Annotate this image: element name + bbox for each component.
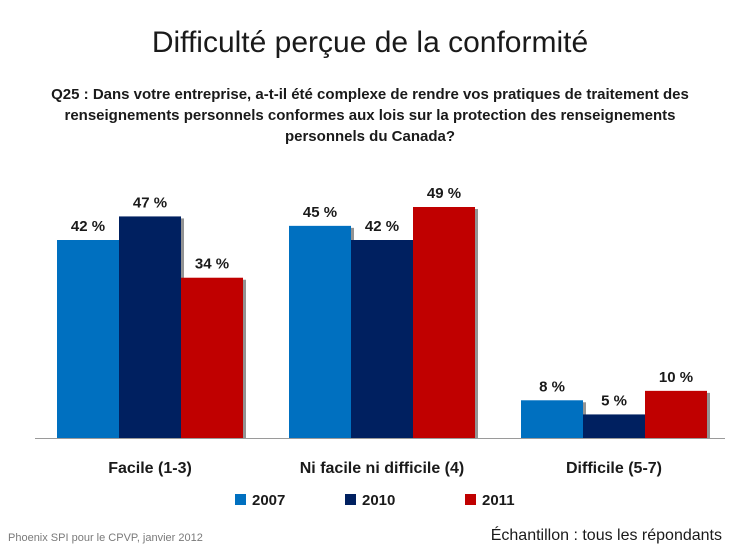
category-label-2: Difficile (5-7)	[566, 460, 662, 477]
data-label-2011-0: 34 %	[195, 256, 229, 273]
bar-2011-2	[645, 390, 707, 438]
data-label-2010-2: 5 %	[601, 392, 627, 409]
sample-note: Échantillon : tous les répondants	[490, 527, 722, 544]
bar-2011-1	[413, 207, 475, 438]
legend-label-2011: 2011	[482, 492, 515, 509]
legend-label-2007: 2007	[252, 492, 285, 509]
legend-label-2010: 2010	[362, 492, 395, 509]
data-label-2007-1: 45 %	[303, 204, 337, 221]
legend-swatch-2010	[345, 494, 356, 505]
source-note: Phoenix SPI pour le CPVP, janvier 2012	[8, 532, 203, 544]
data-label-2007-2: 8 %	[539, 378, 565, 395]
category-label-1: Ni facile ni difficile (4)	[300, 460, 464, 477]
legend-swatch-2011	[465, 494, 476, 505]
chart-title: Difficulté perçue de la conformité	[151, 26, 589, 59]
survey-question: Q25 : Dans votre entreprise, a-t-il été …	[51, 86, 689, 145]
data-label-2010-0: 47 %	[133, 194, 167, 211]
category-label-0: Facile (1-3)	[108, 460, 192, 477]
data-label-2007-0: 42 %	[71, 218, 105, 235]
bar-2007-2	[521, 400, 583, 438]
legend-swatch-2007	[235, 494, 246, 505]
data-label-2011-2: 10 %	[659, 369, 693, 386]
data-label-2010-1: 42 %	[365, 218, 399, 235]
bar-2010-2	[583, 414, 645, 438]
bar-2007-1	[289, 225, 351, 438]
bar-2010-0	[119, 216, 181, 438]
data-label-2011-1: 49 %	[427, 185, 461, 202]
bar-2007-0	[57, 240, 119, 438]
bar-2010-1	[351, 240, 413, 438]
bar-2011-0	[181, 277, 243, 438]
